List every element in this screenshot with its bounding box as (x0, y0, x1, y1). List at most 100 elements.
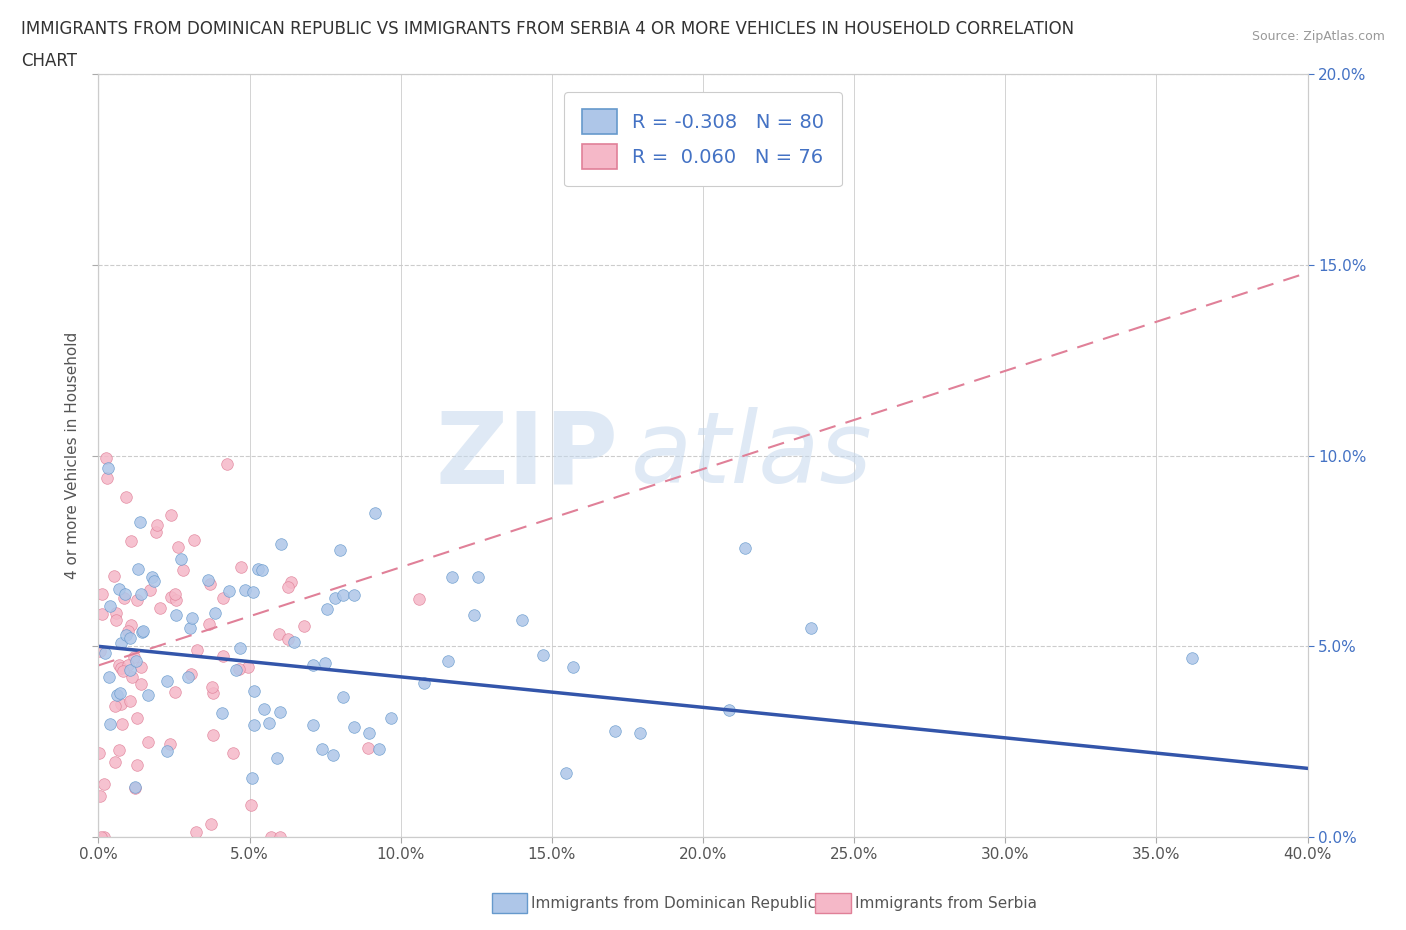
Point (225, 663, 247, 678)
Text: Immigrants from Dominican Republic: Immigrants from Dominican Republic (531, 896, 817, 910)
Point (200, 817, 222, 831)
Point (1181, 650, 1204, 665)
Point (201, 727, 224, 742)
Point (124, 781, 146, 796)
Point (531, 647, 554, 662)
Point (132, 623, 155, 638)
Point (183, 533, 205, 548)
Point (204, 605, 226, 620)
Point (212, 591, 235, 605)
Point (111, 716, 134, 731)
Point (368, 741, 391, 756)
Point (229, 641, 252, 656)
Legend: R = -0.308   N = 80, R =  0.060   N = 76: R = -0.308 N = 80, R = 0.060 N = 76 (564, 92, 842, 186)
Point (250, 563, 273, 578)
Text: Source: ZipAtlas.com: Source: ZipAtlas.com (1251, 30, 1385, 43)
Point (97, 461, 120, 476)
Point (605, 724, 627, 738)
Point (127, 592, 149, 607)
Point (229, 559, 252, 574)
Point (163, 684, 186, 699)
Point (146, 518, 169, 533)
Point (243, 684, 266, 698)
Point (292, 618, 315, 633)
Point (139, 582, 162, 597)
Point (233, 582, 256, 597)
Point (129, 659, 152, 674)
Point (93, 646, 115, 661)
Point (186, 643, 208, 658)
Point (108, 686, 131, 701)
Point (156, 674, 179, 689)
Point (172, 562, 194, 577)
Point (131, 624, 153, 639)
Point (329, 542, 352, 557)
Point (322, 747, 344, 762)
Point (332, 689, 354, 704)
Point (129, 677, 152, 692)
Point (111, 663, 134, 678)
Point (283, 634, 305, 649)
Point (238, 659, 260, 674)
Point (253, 701, 276, 716)
Point (104, 613, 127, 628)
Point (243, 718, 266, 733)
Point (129, 514, 152, 529)
Point (197, 617, 219, 631)
Point (159, 736, 181, 751)
Point (160, 589, 183, 604)
Point (180, 666, 202, 681)
Point (212, 648, 235, 663)
Point (141, 570, 163, 585)
Point (89, 644, 111, 658)
Point (184, 825, 207, 840)
Point (266, 751, 288, 765)
Point (127, 562, 149, 577)
Point (90, 586, 112, 601)
Point (239, 797, 262, 812)
Point (165, 592, 187, 607)
Point (114, 490, 136, 505)
Point (800, 620, 823, 635)
Point (129, 587, 152, 602)
Point (179, 620, 201, 635)
Point (555, 765, 578, 780)
Point (228, 661, 250, 676)
Point (87, 746, 110, 761)
Text: Immigrants from Serbia: Immigrants from Serbia (855, 896, 1036, 910)
Point (118, 631, 141, 645)
Point (120, 534, 142, 549)
Point (117, 623, 139, 638)
Point (108, 581, 131, 596)
Point (357, 740, 380, 755)
Point (108, 742, 131, 757)
Point (118, 662, 141, 677)
Point (222, 746, 245, 761)
Point (267, 627, 290, 642)
Point (463, 607, 485, 622)
Point (117, 658, 139, 672)
Point (198, 577, 221, 591)
Point (302, 717, 325, 732)
Point (201, 686, 224, 701)
Point (315, 602, 337, 617)
Point (91, 606, 114, 621)
Point (343, 588, 366, 603)
Point (270, 537, 292, 551)
Point (260, 830, 283, 844)
Point (247, 562, 270, 577)
Point (105, 687, 128, 702)
Point (94, 450, 117, 465)
Point (122, 650, 145, 665)
Point (413, 675, 436, 690)
Point (357, 725, 380, 740)
Point (98, 717, 121, 732)
Point (125, 654, 148, 669)
Point (259, 716, 281, 731)
Point (218, 584, 240, 599)
Point (110, 660, 132, 675)
Point (112, 591, 135, 605)
Point (125, 711, 148, 725)
Point (380, 711, 402, 725)
Point (98, 598, 121, 613)
